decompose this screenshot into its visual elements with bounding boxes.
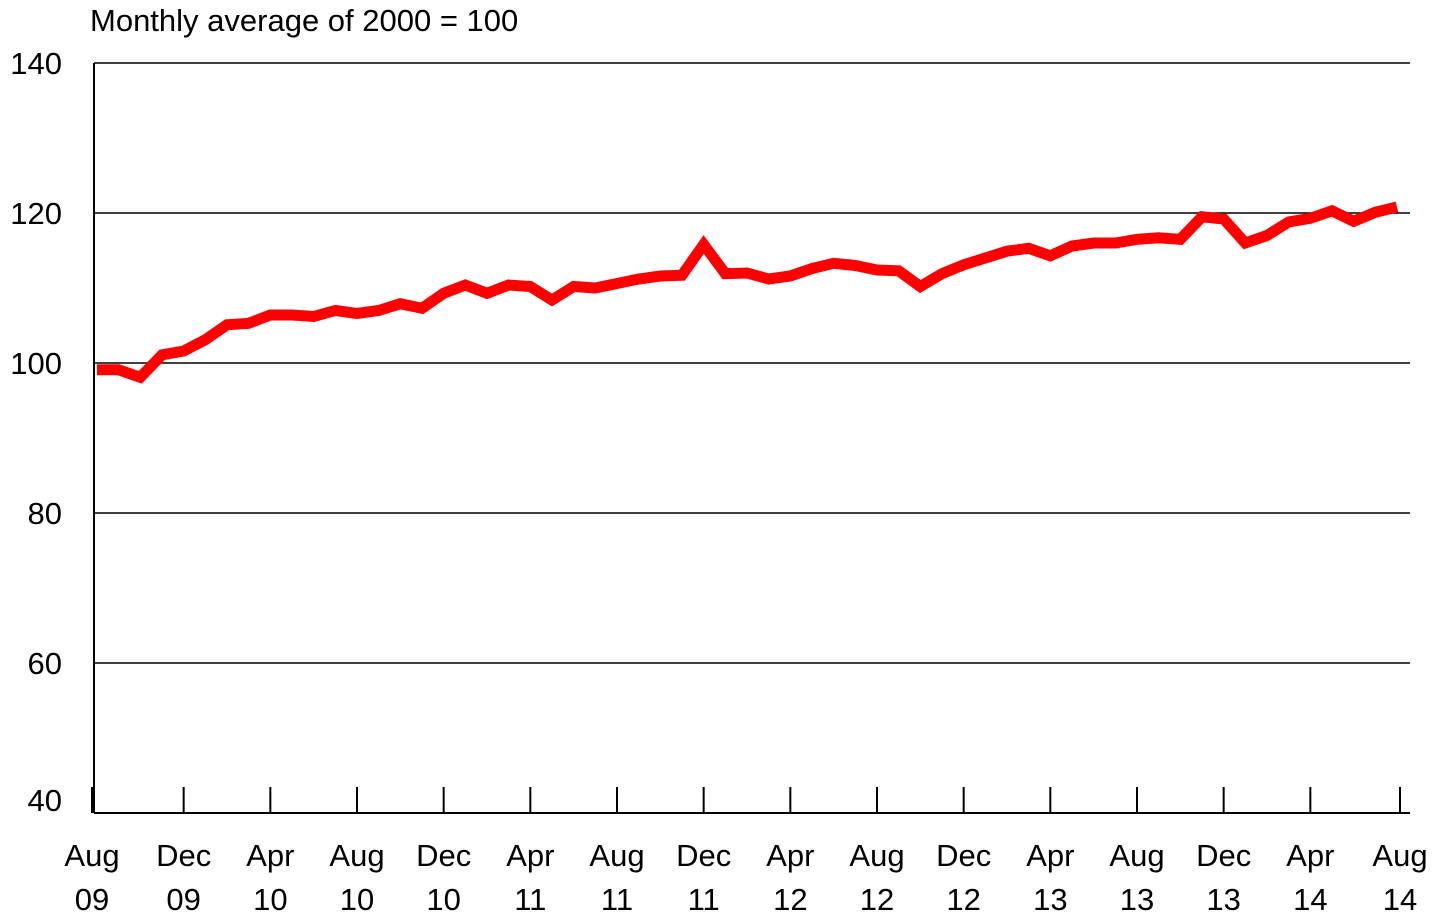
series-group (97, 201, 1399, 384)
x-tick-month-9: Aug (849, 838, 904, 873)
y-tick-label-100: 100 (10, 346, 62, 381)
x-tick-month-14: Apr (1286, 838, 1334, 873)
y-tick-label-40: 40 (28, 783, 62, 818)
series-line-0 (97, 201, 1399, 384)
x-tick-month-0: Aug (64, 838, 119, 873)
x-tick-month-4: Dec (416, 838, 471, 873)
y-tick-label-120: 120 (10, 196, 62, 231)
x-axis-ticks: Aug 09 Dec 09 Apr 10 Aug 10 Dec 10 Apr 11 Aug 11 Dec 11… (64, 787, 1428, 917)
x-tick-month-11: Apr (1026, 838, 1074, 873)
x-tick-month-6: Aug (589, 838, 644, 873)
x-tick-year-14: 14 (1293, 882, 1327, 917)
x-tick-month-8: Apr (766, 838, 814, 873)
chart-title: Monthly average of 2000 = 100 (90, 3, 518, 38)
x-tick-year-1: 09 (166, 882, 200, 917)
x-tick-year-8: 12 (773, 882, 807, 917)
x-tick-year-10: 12 (946, 882, 980, 917)
y-tick-label-60: 60 (28, 646, 62, 681)
x-tick-month-2: Apr (246, 838, 294, 873)
x-tick-year-4: 10 (426, 882, 460, 917)
y-axis-tick-labels: 40 60 80 100 120 140 (10, 46, 62, 818)
y-tick-label-80: 80 (28, 496, 62, 531)
x-tick-month-10: Dec (936, 838, 991, 873)
x-tick-year-9: 12 (860, 882, 894, 917)
x-tick-month-3: Aug (329, 838, 384, 873)
x-tick-year-5: 11 (514, 882, 546, 917)
x-tick-month-7: Dec (676, 838, 731, 873)
y-tick-label-140: 140 (10, 46, 62, 81)
x-tick-year-7: 11 (688, 882, 720, 917)
x-tick-month-1: Dec (156, 838, 211, 873)
gridlines (94, 62, 1410, 664)
x-tick-year-2: 10 (253, 882, 287, 917)
x-tick-year-13: 13 (1206, 882, 1240, 917)
x-tick-month-15: Aug (1372, 838, 1427, 873)
x-tick-month-5: Apr (506, 838, 554, 873)
x-tick-year-11: 13 (1033, 882, 1067, 917)
x-tick-year-0: 09 (75, 882, 109, 917)
x-tick-year-15: 14 (1383, 882, 1417, 917)
x-tick-year-3: 10 (340, 882, 374, 917)
x-tick-year-6: 11 (601, 882, 633, 917)
x-tick-month-13: Dec (1196, 838, 1251, 873)
x-tick-year-12: 13 (1120, 882, 1154, 917)
x-tick-month-12: Aug (1109, 838, 1164, 873)
